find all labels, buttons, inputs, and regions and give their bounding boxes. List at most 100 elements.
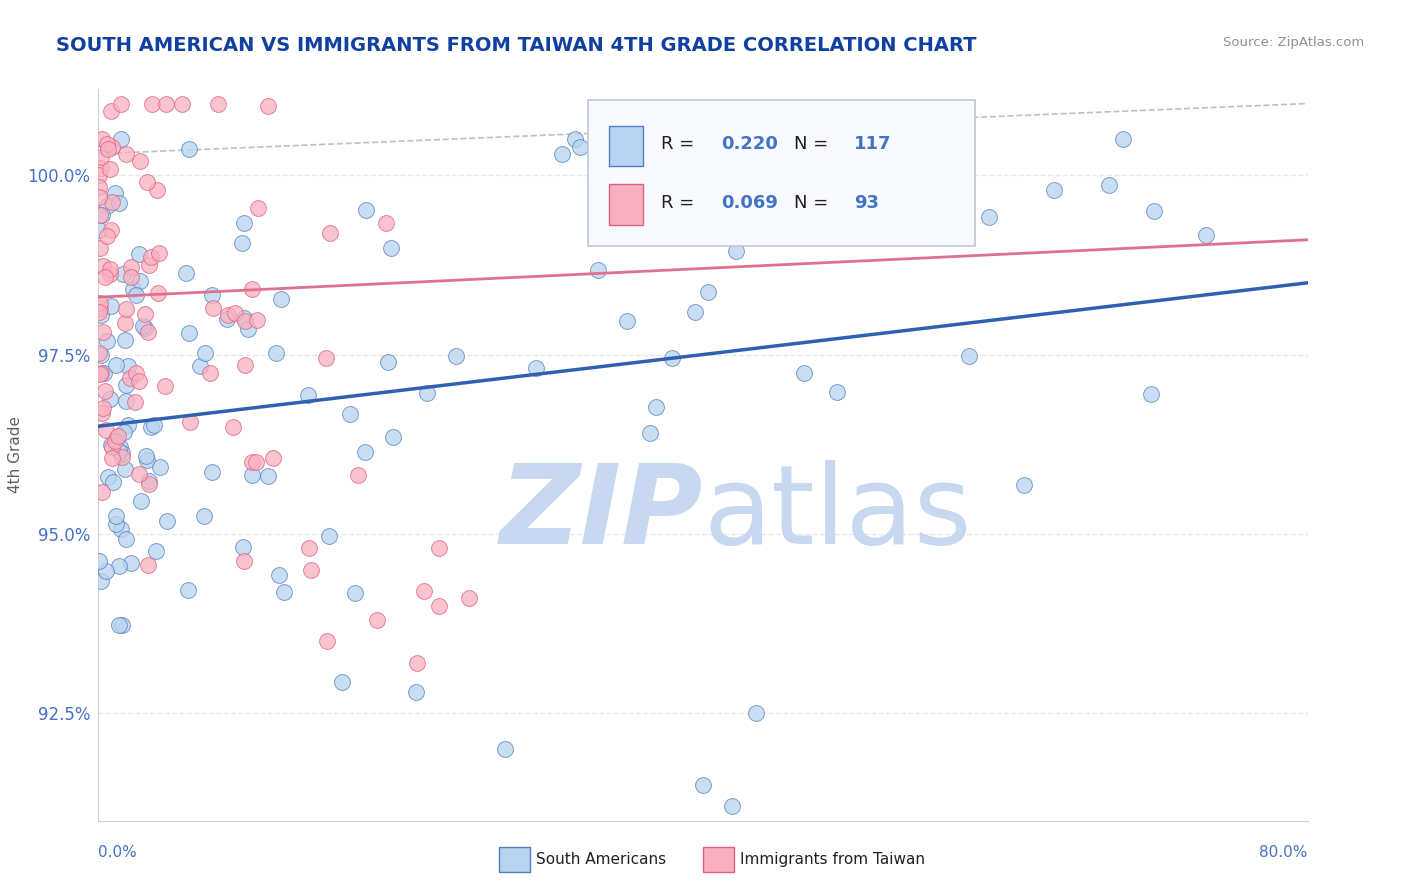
Point xyxy=(524,360,547,375)
Point xyxy=(233,216,256,230)
Point xyxy=(124,394,146,409)
FancyBboxPatch shape xyxy=(609,126,643,166)
Point xyxy=(564,132,586,146)
Point xyxy=(100,103,122,118)
Point xyxy=(97,469,120,483)
Point xyxy=(104,508,127,523)
Point xyxy=(246,201,269,215)
Point xyxy=(257,468,280,483)
Point xyxy=(91,208,114,222)
Point xyxy=(638,426,661,441)
Point xyxy=(114,146,136,161)
Point xyxy=(91,260,114,274)
Point xyxy=(108,444,131,458)
Point xyxy=(744,706,766,720)
Point xyxy=(125,366,148,380)
Point xyxy=(233,314,256,328)
Y-axis label: 4th Grade: 4th Grade xyxy=(8,417,24,493)
Point xyxy=(416,386,439,401)
Point xyxy=(406,656,429,670)
Point xyxy=(207,96,229,111)
Point xyxy=(104,516,127,531)
Point xyxy=(551,147,574,161)
Point xyxy=(104,434,127,448)
Point xyxy=(111,618,134,632)
Point xyxy=(115,394,138,409)
Point xyxy=(89,554,111,568)
Point xyxy=(692,778,714,792)
Point xyxy=(94,384,117,399)
Point xyxy=(128,247,150,261)
Point xyxy=(177,583,200,598)
Point xyxy=(825,384,848,399)
Point xyxy=(93,401,115,416)
Point xyxy=(198,366,221,380)
Point xyxy=(1140,387,1163,401)
Point xyxy=(353,445,375,459)
Point xyxy=(148,246,170,260)
Point xyxy=(149,459,172,474)
Point xyxy=(494,742,516,756)
Point xyxy=(458,591,481,606)
Point xyxy=(110,96,132,111)
Point xyxy=(690,211,713,226)
Point xyxy=(232,540,254,554)
Point xyxy=(134,306,156,320)
Point xyxy=(90,367,112,381)
Text: Immigrants from Taiwan: Immigrants from Taiwan xyxy=(740,853,925,867)
Point xyxy=(1012,478,1035,492)
Text: SOUTH AMERICAN VS IMMIGRANTS FROM TAIWAN 4TH GRADE CORRELATION CHART: SOUTH AMERICAN VS IMMIGRANTS FROM TAIWAN… xyxy=(56,36,977,54)
Point xyxy=(202,301,225,316)
Point xyxy=(299,563,322,577)
Point xyxy=(139,419,162,434)
Point xyxy=(89,179,111,194)
Point xyxy=(132,318,155,333)
Point xyxy=(89,296,111,310)
Point xyxy=(101,195,124,210)
Point xyxy=(96,137,118,152)
Point xyxy=(644,400,666,414)
Point xyxy=(135,449,157,463)
Point xyxy=(135,176,157,190)
Point xyxy=(174,266,197,280)
Text: South Americans: South Americans xyxy=(536,853,666,867)
Point xyxy=(1143,204,1166,219)
Point xyxy=(1194,228,1216,243)
Point xyxy=(194,346,217,360)
Point xyxy=(90,348,112,362)
Point xyxy=(172,96,194,111)
Point xyxy=(136,452,159,467)
Point xyxy=(177,142,200,156)
Point xyxy=(107,429,129,443)
Point xyxy=(724,244,747,259)
Point xyxy=(87,190,110,204)
Point xyxy=(131,493,153,508)
Point xyxy=(110,132,132,146)
Point xyxy=(122,283,145,297)
Point xyxy=(232,554,254,568)
Point xyxy=(115,377,138,392)
Point xyxy=(107,558,129,573)
Point xyxy=(240,282,263,296)
Point xyxy=(98,267,121,281)
Point xyxy=(446,349,468,363)
Point xyxy=(240,467,263,482)
Point xyxy=(105,430,128,444)
Point xyxy=(114,302,136,317)
Point xyxy=(217,308,239,322)
Point xyxy=(720,799,742,814)
Point xyxy=(233,358,256,372)
Text: atlas: atlas xyxy=(703,460,972,567)
Point xyxy=(377,354,399,368)
Point xyxy=(111,446,134,460)
Point xyxy=(142,417,165,432)
Point xyxy=(977,210,1000,224)
Point xyxy=(661,351,683,365)
Text: ZIP: ZIP xyxy=(499,460,703,567)
Point xyxy=(111,450,134,464)
Point xyxy=(110,441,132,455)
Point xyxy=(380,241,402,255)
Point xyxy=(413,584,436,599)
Point xyxy=(100,261,122,276)
Point xyxy=(101,451,124,466)
